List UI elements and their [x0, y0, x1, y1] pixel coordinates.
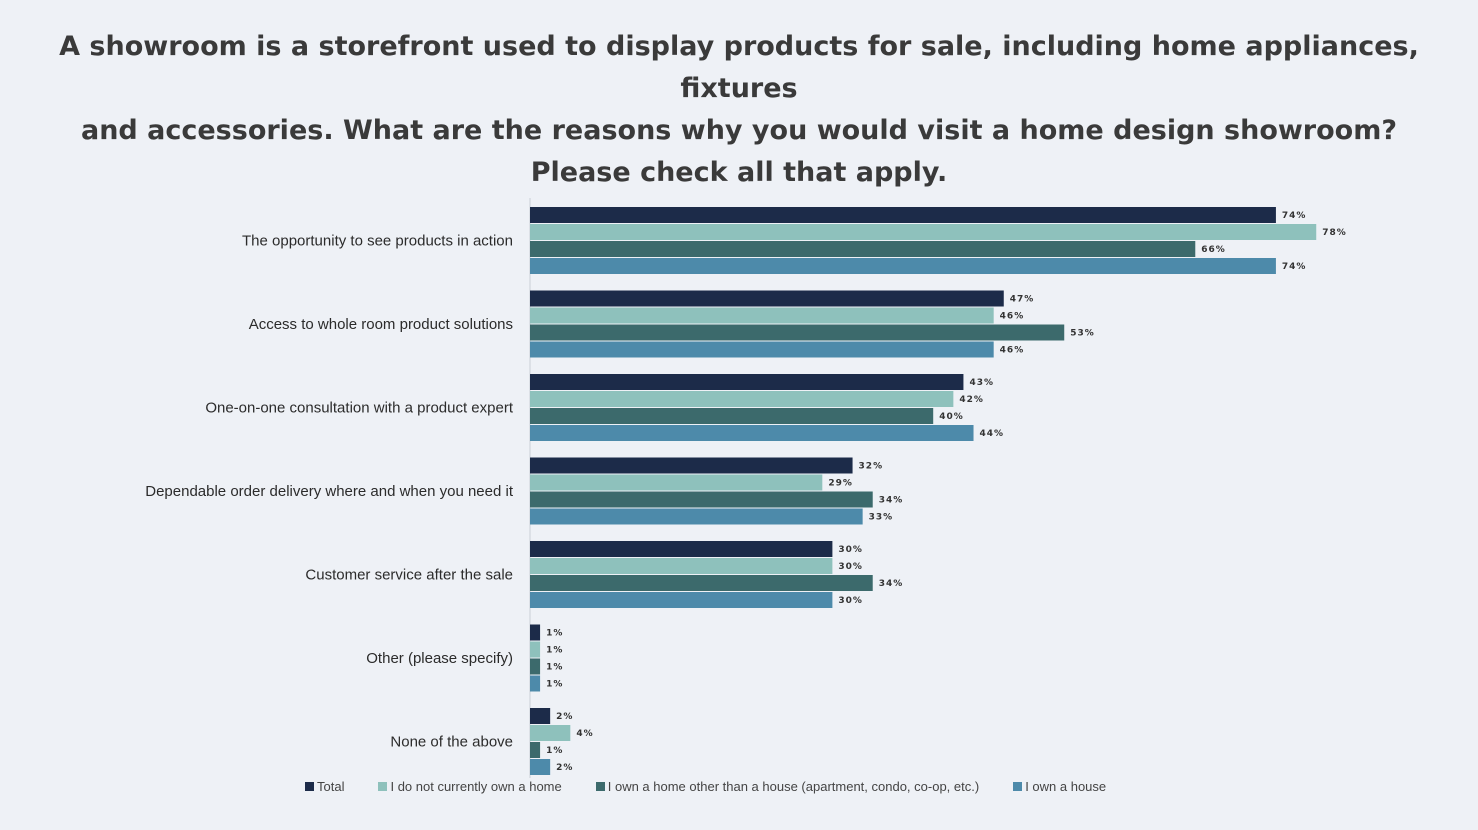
data-label: 29% — [828, 479, 853, 489]
chart-title: A showroom is a storefront used to displ… — [0, 26, 1478, 194]
data-label: 32% — [859, 462, 884, 472]
bar-mark — [530, 759, 551, 775]
bar-mark — [530, 408, 934, 424]
category-label: None of the above — [390, 734, 513, 751]
category-label: Access to whole room product solutions — [249, 316, 513, 333]
data-label: 1% — [546, 629, 563, 639]
data-label: 74% — [1282, 262, 1307, 272]
bar-mark — [530, 224, 1317, 240]
bar-mark — [530, 708, 551, 724]
legend-swatch — [595, 782, 605, 791]
data-label: 4% — [576, 729, 593, 739]
bar-mark — [530, 241, 1196, 257]
chart-legend: Total I do not currently own a home I own … — [305, 779, 1140, 794]
bar-mark — [530, 641, 541, 658]
bar-mark — [530, 725, 571, 741]
data-label: 2% — [556, 712, 573, 722]
bar-mark — [530, 425, 974, 441]
bar-mark — [530, 658, 541, 675]
bar-mark — [530, 457, 853, 474]
bar-mark — [530, 324, 1065, 341]
bar-mark — [530, 341, 994, 358]
data-label: 53% — [1070, 329, 1095, 339]
legend-label: I do not currently own a home — [390, 779, 562, 794]
data-label: 34% — [879, 496, 904, 506]
legend-item: I own a home other than a house (apartme… — [595, 779, 980, 794]
bar-mark — [530, 307, 994, 324]
legend-item: Total — [305, 779, 344, 794]
data-label: 1% — [546, 680, 563, 690]
data-label: 30% — [838, 596, 863, 606]
data-label: 66% — [1201, 245, 1226, 255]
data-label: 30% — [838, 545, 863, 555]
data-label: 47% — [1010, 295, 1035, 305]
data-label: 34% — [879, 579, 904, 589]
data-label: 1% — [546, 746, 563, 756]
chart-title-line-2: and accessories. What are the reasons wh… — [80, 115, 1398, 146]
bar-mark — [530, 675, 541, 692]
category-label: Other (please specify) — [366, 650, 513, 667]
legend-label: I own a home other than a house (apartme… — [607, 779, 980, 794]
legend-item: I own a house — [1013, 779, 1106, 794]
category-label: One-on-one consultation with a product e… — [205, 400, 514, 417]
bar-mark — [530, 258, 1276, 274]
data-label: 40% — [939, 412, 964, 422]
bar-mark — [530, 290, 1004, 307]
legend-label: I own a house — [1025, 779, 1107, 794]
data-label: 1% — [546, 663, 563, 673]
legend-item: I do not currently own a home — [378, 779, 562, 794]
bar-mark — [530, 575, 873, 591]
data-label: 2% — [556, 763, 573, 773]
legend-label: Total — [317, 779, 345, 794]
data-label: 30% — [838, 562, 863, 572]
data-label: 1% — [546, 646, 563, 656]
category-label: The opportunity to see products in actio… — [242, 233, 513, 250]
bar-mark — [530, 742, 541, 758]
data-label: 46% — [1000, 312, 1025, 322]
bar-mark — [530, 508, 863, 525]
legend-swatch — [1013, 782, 1023, 791]
bar-mark — [530, 541, 833, 557]
bar-mark — [530, 624, 541, 641]
bar-mark — [530, 558, 833, 574]
data-label: 74% — [1282, 211, 1307, 221]
data-label: 46% — [1000, 346, 1025, 356]
data-label: 42% — [959, 395, 984, 405]
data-label: 78% — [1322, 228, 1347, 238]
bar-mark — [530, 592, 833, 608]
bar-mark — [530, 374, 964, 390]
data-label: 44% — [980, 429, 1005, 439]
chart-title-line-3: Please check all that apply. — [530, 157, 948, 188]
data-label: 43% — [969, 378, 994, 388]
bar-mark — [530, 491, 873, 508]
bar-mark — [530, 474, 823, 491]
bar-mark — [530, 207, 1276, 223]
chart-title-line-1: A showroom is a storefront used to displ… — [59, 31, 1419, 104]
category-label: Dependable order delivery where and when… — [145, 483, 514, 500]
data-label: 33% — [869, 513, 894, 523]
legend-swatch — [378, 782, 388, 791]
legend-swatch — [305, 782, 314, 791]
category-label: Customer service after the sale — [305, 567, 513, 584]
bar-mark — [530, 391, 954, 407]
